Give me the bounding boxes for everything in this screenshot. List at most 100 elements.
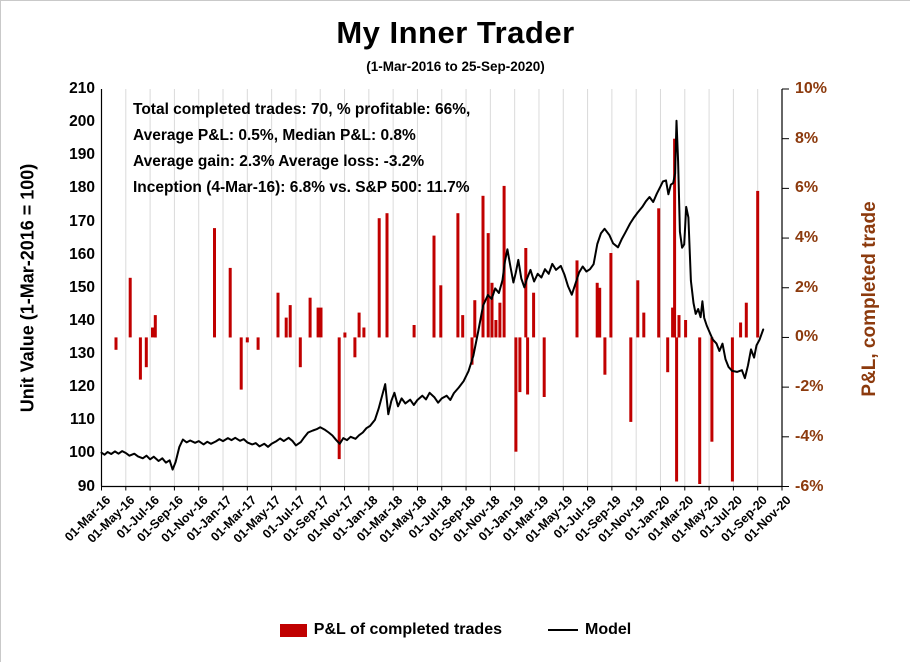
chart-title: My Inner Trader [336,15,575,50]
pl-bar [514,337,518,452]
chart-subtitle: (1-Mar-2016 to 25-Sep-2020) [366,59,545,74]
pl-bar [456,213,460,338]
right-axis-tick-label: 8% [795,129,819,147]
pl-bar [151,327,154,338]
pl-bar [114,337,118,350]
pl-bar [284,317,288,338]
model-line [100,119,765,471]
pl-bar [461,315,465,338]
pl-bar [288,305,292,338]
pl-bar [518,337,522,393]
left-axis-tick-label: 190 [69,146,95,164]
pl-bar [526,337,530,395]
annotation-line-3: Average gain: 2.3% Average loss: -3.2% [133,153,425,170]
right-axis-tick-label: 10% [795,80,828,97]
pl-bar [481,195,485,338]
pl-bar [542,337,546,397]
pl-bar [470,337,474,365]
left-axis-tick-label: 120 [69,378,95,396]
pl-bar [698,337,702,484]
pl-bar [629,337,633,422]
pl-bar [138,337,142,380]
pl-bar [603,337,607,375]
pl-bar [316,307,320,338]
pl-bar [532,292,536,338]
pl-bar [319,307,323,338]
pl-bar [657,208,661,338]
pl-bar [490,282,494,338]
pl-bar [684,320,688,338]
pl-bar [153,315,157,338]
right-axis-tick-label: -4% [795,427,824,445]
pl-bar [256,337,260,350]
left-axis-tick-label: 130 [69,345,95,362]
right-axis-tick-label: 4% [795,229,819,247]
pl-bar [239,337,243,390]
pl-bar [298,337,302,368]
legend-label-pl: P&L of completed trades [313,621,502,638]
pl-bar [642,312,646,338]
left-axis-tick-label: 150 [69,278,95,296]
bar-swatch-icon [279,623,307,637]
pl-bar [730,337,734,482]
pl-bar [432,235,436,338]
annotation-line-1: Total completed trades: 70, % profitable… [133,101,471,118]
pl-bar [598,287,602,338]
pl-bar [362,327,366,338]
pl-bar [524,248,528,338]
pl-bar [673,138,677,338]
pl-bar [486,233,490,338]
pl-bar [245,337,249,343]
pl-bar [710,337,714,442]
pl-bar [377,218,381,338]
pl-bar [343,332,347,338]
right-axis-title: P&L, completed trade [859,201,880,397]
pl-bar [595,282,599,338]
left-axis-tick-label: 100 [69,444,95,462]
annotation-line-4: Inception (4-Mar-16): 6.8% vs. S&P 500: … [133,179,470,196]
right-axis-tick-label: 6% [795,179,819,197]
pl-bar [494,320,498,338]
legend-item-model: Model [547,621,632,639]
left-axis-tick-label: 140 [69,311,95,329]
left-axis-tick-label: 160 [69,245,95,263]
pl-bar [128,277,132,338]
pl-bar [756,190,760,338]
pl-bar [575,260,579,338]
pl-bar [744,302,748,338]
annotation-line-2: Average P&L: 0.5%, Median P&L: 0.8% [133,127,416,144]
legend-item-pl-bars: P&L of completed trades [279,621,502,639]
left-axis-tick-label: 210 [69,80,95,97]
right-axis-tick-label: -2% [795,378,824,396]
pl-bar [144,337,148,368]
pl-bar [666,337,670,373]
pl-bar [276,292,280,338]
pl-bar [357,312,361,338]
left-axis-tick-label: 110 [69,411,95,429]
stats-annotation: Total completed trades: 70, % profitable… [133,97,470,201]
right-axis-tick-label: 2% [795,278,819,296]
pl-bar [675,337,679,482]
pl-bar [228,267,232,338]
right-axis-tick-label: -6% [795,477,824,495]
pl-bar [677,315,681,338]
pl-bar [385,213,389,338]
left-axis-tick-label: 200 [69,113,95,131]
pl-bar [213,228,216,338]
pl-bar [412,325,416,338]
pl-bar [498,302,502,338]
pl-bar [671,307,675,338]
pl-bar [739,322,743,338]
pl-bar [308,297,312,338]
pl-bar [636,280,640,338]
left-axis-tick-label: 170 [69,212,95,230]
legend-label-model: Model [584,621,632,638]
pl-bar [473,300,477,338]
pl-bar [609,253,613,338]
left-axis-tick-label: 180 [69,179,95,197]
legend: P&L of completed trades Model [1,621,910,639]
pl-bar [337,337,341,460]
